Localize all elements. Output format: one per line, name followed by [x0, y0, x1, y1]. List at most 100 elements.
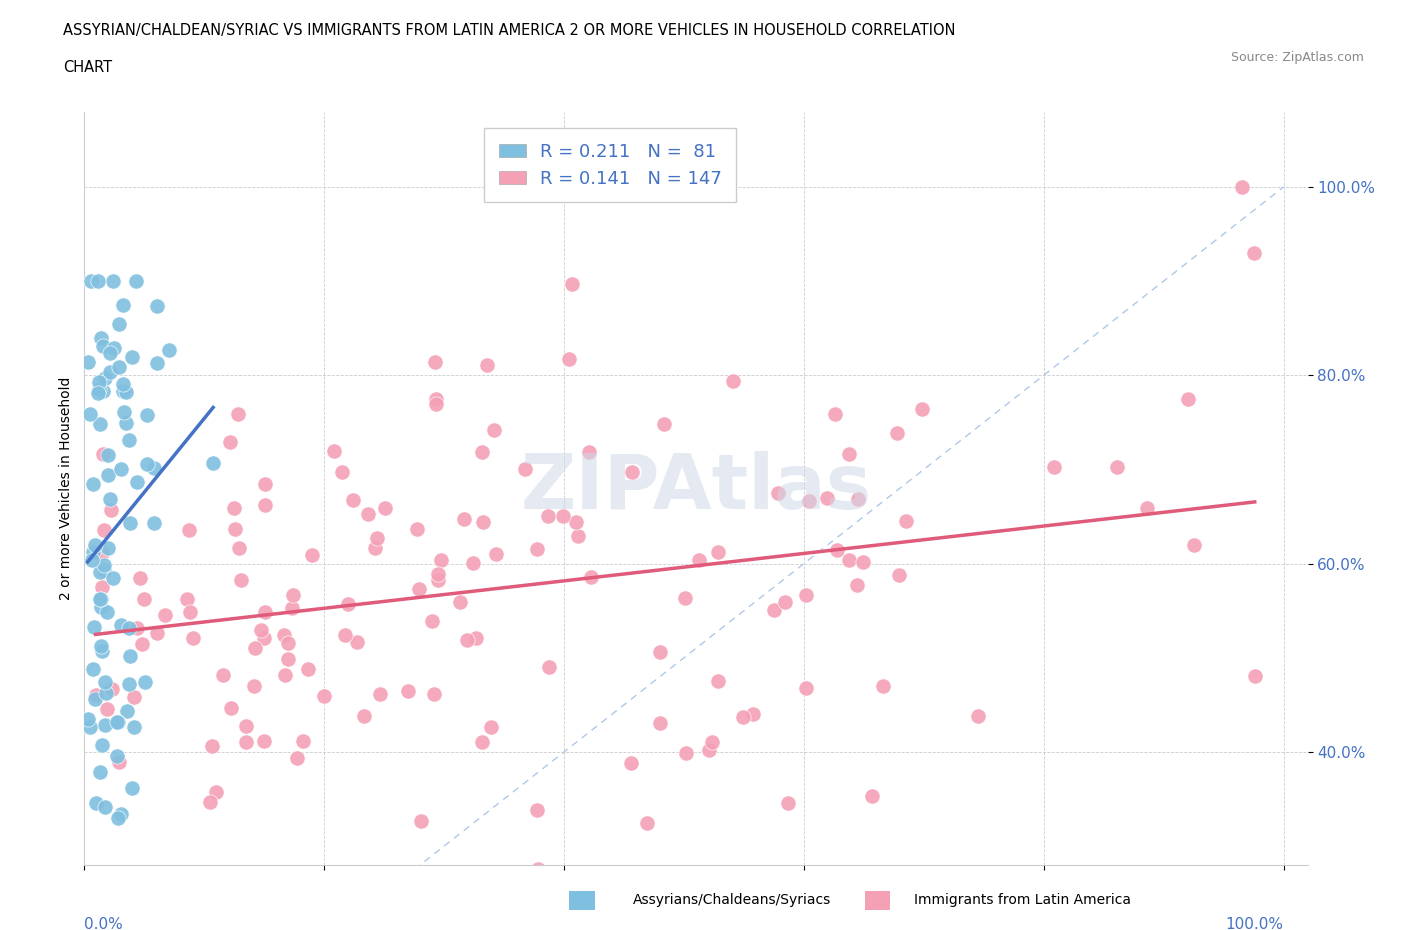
Point [76, 711, 98, 726]
Point [471, 445, 494, 459]
Point [1230, 179, 1253, 194]
Text: 0.0%: 0.0% [84, 917, 124, 930]
Point [281, 588, 304, 603]
Point [422, 686, 444, 701]
Point [82, 545, 104, 560]
Point [430, 552, 453, 567]
Point [425, 396, 447, 411]
Point [235, 719, 257, 734]
Point [526, 803, 548, 817]
Point [131, 636, 153, 651]
Point [90, 331, 112, 346]
Point [408, 582, 430, 597]
Point [114, 384, 136, 399]
Point [228, 540, 250, 555]
Point [98, 491, 121, 506]
Point [108, 316, 131, 331]
Point [94, 685, 117, 700]
Point [100, 502, 122, 517]
Point [84, 687, 107, 702]
Point [122, 690, 145, 705]
Point [825, 543, 848, 558]
Point [107, 714, 129, 729]
Point [77, 354, 100, 369]
Point [80, 273, 103, 288]
Point [356, 506, 378, 521]
Point [112, 377, 135, 392]
Text: ZIPAtlas: ZIPAtlas [520, 451, 872, 525]
Point [773, 594, 796, 609]
Point [285, 751, 308, 765]
Point [114, 416, 136, 431]
Point [824, 406, 846, 421]
Point [707, 544, 730, 559]
Point [146, 355, 169, 370]
Point [1177, 392, 1199, 406]
Point [110, 807, 132, 822]
Point [93, 523, 115, 538]
Point [226, 407, 249, 422]
Point [146, 626, 169, 641]
Point [368, 686, 391, 701]
Point [527, 862, 550, 877]
Point [118, 677, 141, 692]
Point [887, 567, 910, 582]
Point [471, 735, 494, 750]
Point [280, 601, 302, 616]
Point [620, 465, 643, 480]
Point [87, 273, 110, 288]
Point [537, 509, 560, 524]
Point [94, 674, 117, 689]
Point [145, 299, 167, 313]
Point [179, 523, 201, 538]
Point [87, 375, 110, 390]
Point [353, 709, 375, 724]
Point [114, 405, 136, 419]
Point [648, 715, 671, 730]
Point [406, 522, 429, 537]
Point [111, 384, 134, 399]
Point [89, 565, 111, 579]
Point [101, 570, 124, 585]
Point [652, 417, 675, 432]
Point [330, 464, 353, 479]
Point [118, 516, 141, 531]
Text: Assyrians/Chaldeans/Syriacs: Assyrians/Chaldeans/Syriacs [633, 893, 831, 908]
Point [122, 720, 145, 735]
Point [967, 709, 990, 724]
Point [860, 789, 883, 804]
Point [312, 688, 335, 703]
Point [121, 350, 143, 365]
Point [90, 639, 112, 654]
Point [90, 591, 112, 606]
Point [98, 346, 121, 361]
Point [200, 795, 222, 810]
Point [118, 648, 141, 663]
Point [235, 735, 257, 750]
Point [846, 578, 869, 592]
Point [526, 542, 548, 557]
Point [135, 456, 157, 471]
Point [115, 703, 138, 718]
Point [159, 342, 181, 357]
Point [323, 444, 346, 458]
Point [366, 531, 388, 546]
Point [82, 477, 104, 492]
Point [94, 718, 117, 733]
Point [83, 620, 105, 635]
Point [274, 667, 297, 682]
Point [96, 604, 118, 619]
Point [134, 591, 156, 606]
Text: Source: ZipAtlas.com: Source: ZipAtlas.com [1230, 51, 1364, 64]
Point [277, 651, 299, 666]
Point [90, 600, 112, 615]
Point [97, 467, 120, 482]
Point [89, 417, 111, 432]
Point [273, 628, 295, 643]
Point [201, 738, 224, 753]
Point [636, 816, 658, 830]
Point [1105, 460, 1128, 475]
Point [297, 661, 319, 676]
Point [846, 491, 869, 506]
Legend: R = 0.211   N =  81, R = 0.141   N = 147: R = 0.211 N = 81, R = 0.141 N = 147 [484, 128, 737, 202]
